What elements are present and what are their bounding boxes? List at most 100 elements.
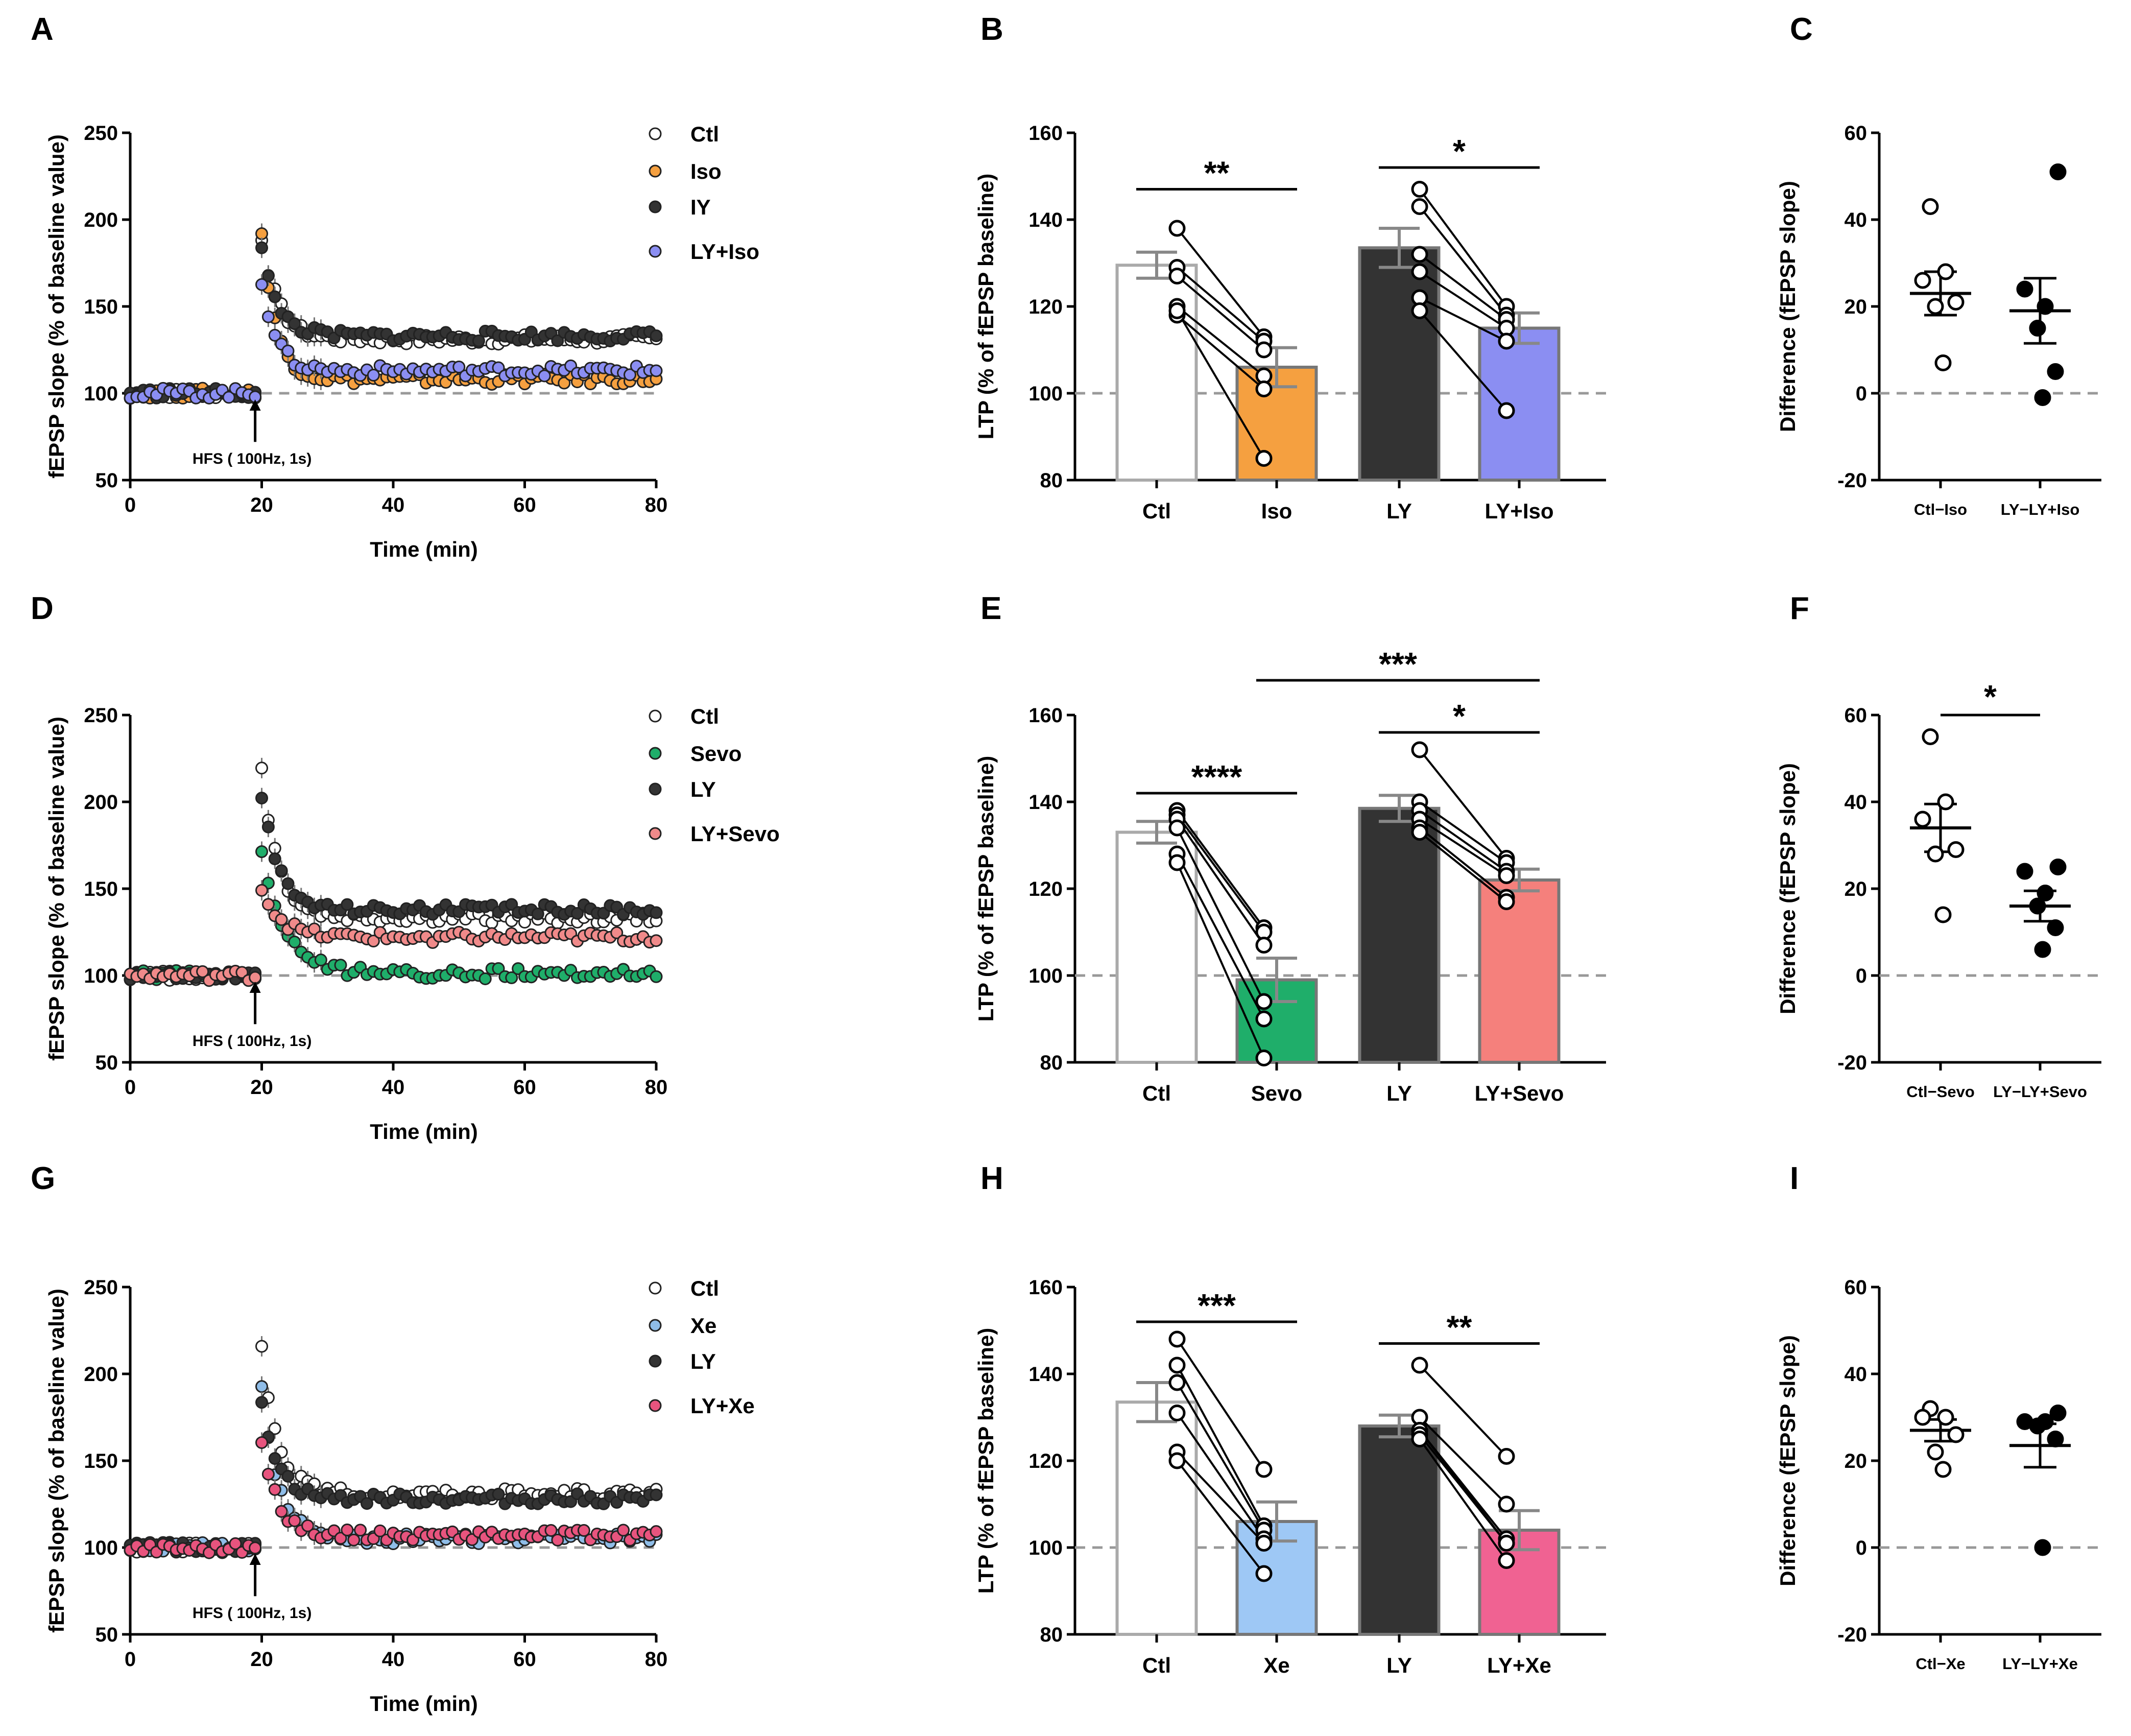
panel-a-point-ly-iso [452, 360, 466, 373]
panel-d-legend-label: LY [690, 777, 716, 801]
panel-g-legend-marker [649, 1281, 662, 1295]
panel-a-hfs-arrowhead [249, 399, 261, 411]
panel-e-point [1255, 1050, 1273, 1066]
panel-e-point [1255, 993, 1273, 1010]
panel-e-pair-line [1176, 818, 1265, 946]
panel-g-point-ctl [255, 1340, 268, 1353]
panel-a-point-iy [551, 334, 564, 347]
panel-a-point-ly-iso [650, 364, 663, 377]
panel-b-y-axis-label: LTP (% of fEPSP baseline) [974, 174, 998, 439]
panel-d-point-ly-sevo [249, 971, 262, 984]
panel-d-x-tick-label: 0 [125, 1076, 136, 1099]
panel-a-legend-label: Iso [690, 159, 722, 183]
panel-c-y-tick-label: 0 [1856, 383, 1867, 405]
panel-g-legend-label: LY [690, 1349, 716, 1373]
panel-a-x-tick-label: 40 [382, 494, 405, 516]
panel-c-point [2029, 320, 2046, 337]
panel-e-significance-label: *** [1379, 646, 1417, 682]
panel-f-y-tick-label: 60 [1845, 704, 1867, 727]
panel-e-point [1168, 854, 1186, 871]
panel-c-y-tick-label: 60 [1845, 122, 1867, 145]
panel-c-point [2016, 280, 2033, 298]
panel-a-point-ly-iso [367, 368, 380, 382]
panel-a-point-iy [268, 290, 281, 303]
panel-a-point-ly-iso [281, 344, 295, 358]
panel-h: H 80 100 120 140 160 LTP (% of fEPSP baseline)… [974, 1161, 1606, 1677]
panel-b: B 80 100 120 140 160 LTP (% of fEPSP baseline)… [974, 12, 1606, 523]
panel-h-point [1255, 1461, 1273, 1478]
panel-i-y-tick-label: 60 [1845, 1276, 1867, 1299]
panel-g-point-ly-xe [341, 1524, 354, 1537]
panel-h-point [1411, 1431, 1428, 1447]
panel-e-point [1255, 937, 1273, 954]
panel-d-y-tick-label: 50 [95, 1052, 118, 1074]
panel-g: G 50 100 150 200 250 0 20 40 60 80 Time (min) fEPSP … [31, 1161, 755, 1716]
panel-i-point [1934, 1461, 1952, 1478]
panel-a-legend-marker [649, 200, 662, 213]
panel-d-point-sevo [478, 972, 492, 985]
panel-c-x-tick-label: LY−LY+Iso [2001, 501, 2080, 518]
panel-g-point-ly-xe [544, 1524, 558, 1537]
panel-b-significance-label: ** [1204, 155, 1230, 192]
panel-h-x-tick-label: LY [1386, 1653, 1412, 1677]
panel-a: A 50 100 150 200 250 0 20 40 60 80 Time (min) fEPSP … [31, 12, 759, 561]
panel-d-point-sevo [255, 845, 268, 858]
panel-g-point-ly-xe [261, 1467, 275, 1481]
panel-g-y-tick-label: 50 [95, 1624, 118, 1646]
panel-b-point [1255, 381, 1273, 397]
panel-b-point [1168, 220, 1186, 237]
panel-h-y-tick-label: 160 [1028, 1276, 1063, 1299]
panel-d-point-ly-sevo [235, 966, 249, 979]
panel-e-pair-line [1176, 814, 1265, 933]
panel-d-x-axis-label: Time (min) [370, 1120, 478, 1144]
panel-e-bar-ly-sevo [1478, 878, 1561, 1064]
panel-g-point-ly-xe [229, 1537, 242, 1550]
panel-d-legend-marker [649, 747, 662, 760]
panel-d-x-tick-label: 20 [250, 1076, 273, 1099]
panel-b-pair-line [1176, 275, 1265, 351]
panel-d-y-tick-label: 150 [84, 878, 118, 900]
panel-h-x-tick-label: LY+Xe [1487, 1653, 1551, 1677]
panel-d-point-sevo [314, 954, 327, 967]
panel-h-point [1498, 1535, 1515, 1552]
panel-f-point [2029, 897, 2046, 915]
panel-a-point-iy [261, 269, 275, 282]
panel-g-point-ly [268, 1452, 281, 1465]
panel-a-point-iso [558, 376, 571, 390]
panel-b-significance-label: * [1453, 133, 1466, 170]
panel-c-y-tick-label: 40 [1845, 209, 1867, 231]
panel-e: E 80 100 120 140 160 LTP (% of fEPSP baseline)… [974, 591, 1606, 1105]
panel-e-y-tick-label: 160 [1028, 704, 1063, 727]
panel-d-point-ly [255, 792, 268, 805]
panel-e-significance-label: **** [1191, 758, 1242, 795]
panel-d-point-ly [341, 898, 354, 911]
panel-g-hfs-annotation: HFS ( 100Hz, 1s) [193, 1605, 312, 1622]
panel-g-legend-label: Ctl [690, 1276, 719, 1300]
panel-f-point [1922, 728, 1939, 745]
panel-h-point [1498, 1495, 1515, 1513]
panel-g-point-ly-xe [617, 1524, 630, 1537]
panel-d-point-ctl [255, 762, 268, 775]
panel-a-x-axis-label: Time (min) [370, 537, 478, 561]
panel-e-point [1411, 824, 1428, 841]
panel-d-legend-marker [649, 827, 662, 840]
panel-g-point-ly-xe [373, 1524, 387, 1537]
panel-a-legend-label: LY+Iso [690, 240, 759, 264]
panel-e-pair-line [1176, 862, 1265, 1059]
panel-g-x-tick-label: 80 [645, 1648, 668, 1671]
panel-h-x-tick-label: Xe [1263, 1653, 1289, 1677]
panel-g-point-ly-xe [551, 1533, 564, 1547]
panel-c-point [1934, 354, 1952, 371]
panel-h-pair-line [1419, 1416, 1507, 1505]
panel-h-point [1255, 1565, 1273, 1582]
panel-i-point [2049, 1405, 2067, 1421]
panel-i-point [1937, 1409, 1954, 1426]
panel-b-bar-ly [1358, 246, 1441, 482]
panel-a-x-tick-label: 80 [645, 494, 668, 516]
panel-g-point-ly-xe [347, 1533, 361, 1547]
panel-a-legend-label: Ctl [690, 122, 719, 146]
panel-f-point [2049, 859, 2067, 875]
panel-f-y-tick-label: -20 [1837, 1052, 1867, 1074]
panel-d-point-ly [268, 852, 281, 866]
